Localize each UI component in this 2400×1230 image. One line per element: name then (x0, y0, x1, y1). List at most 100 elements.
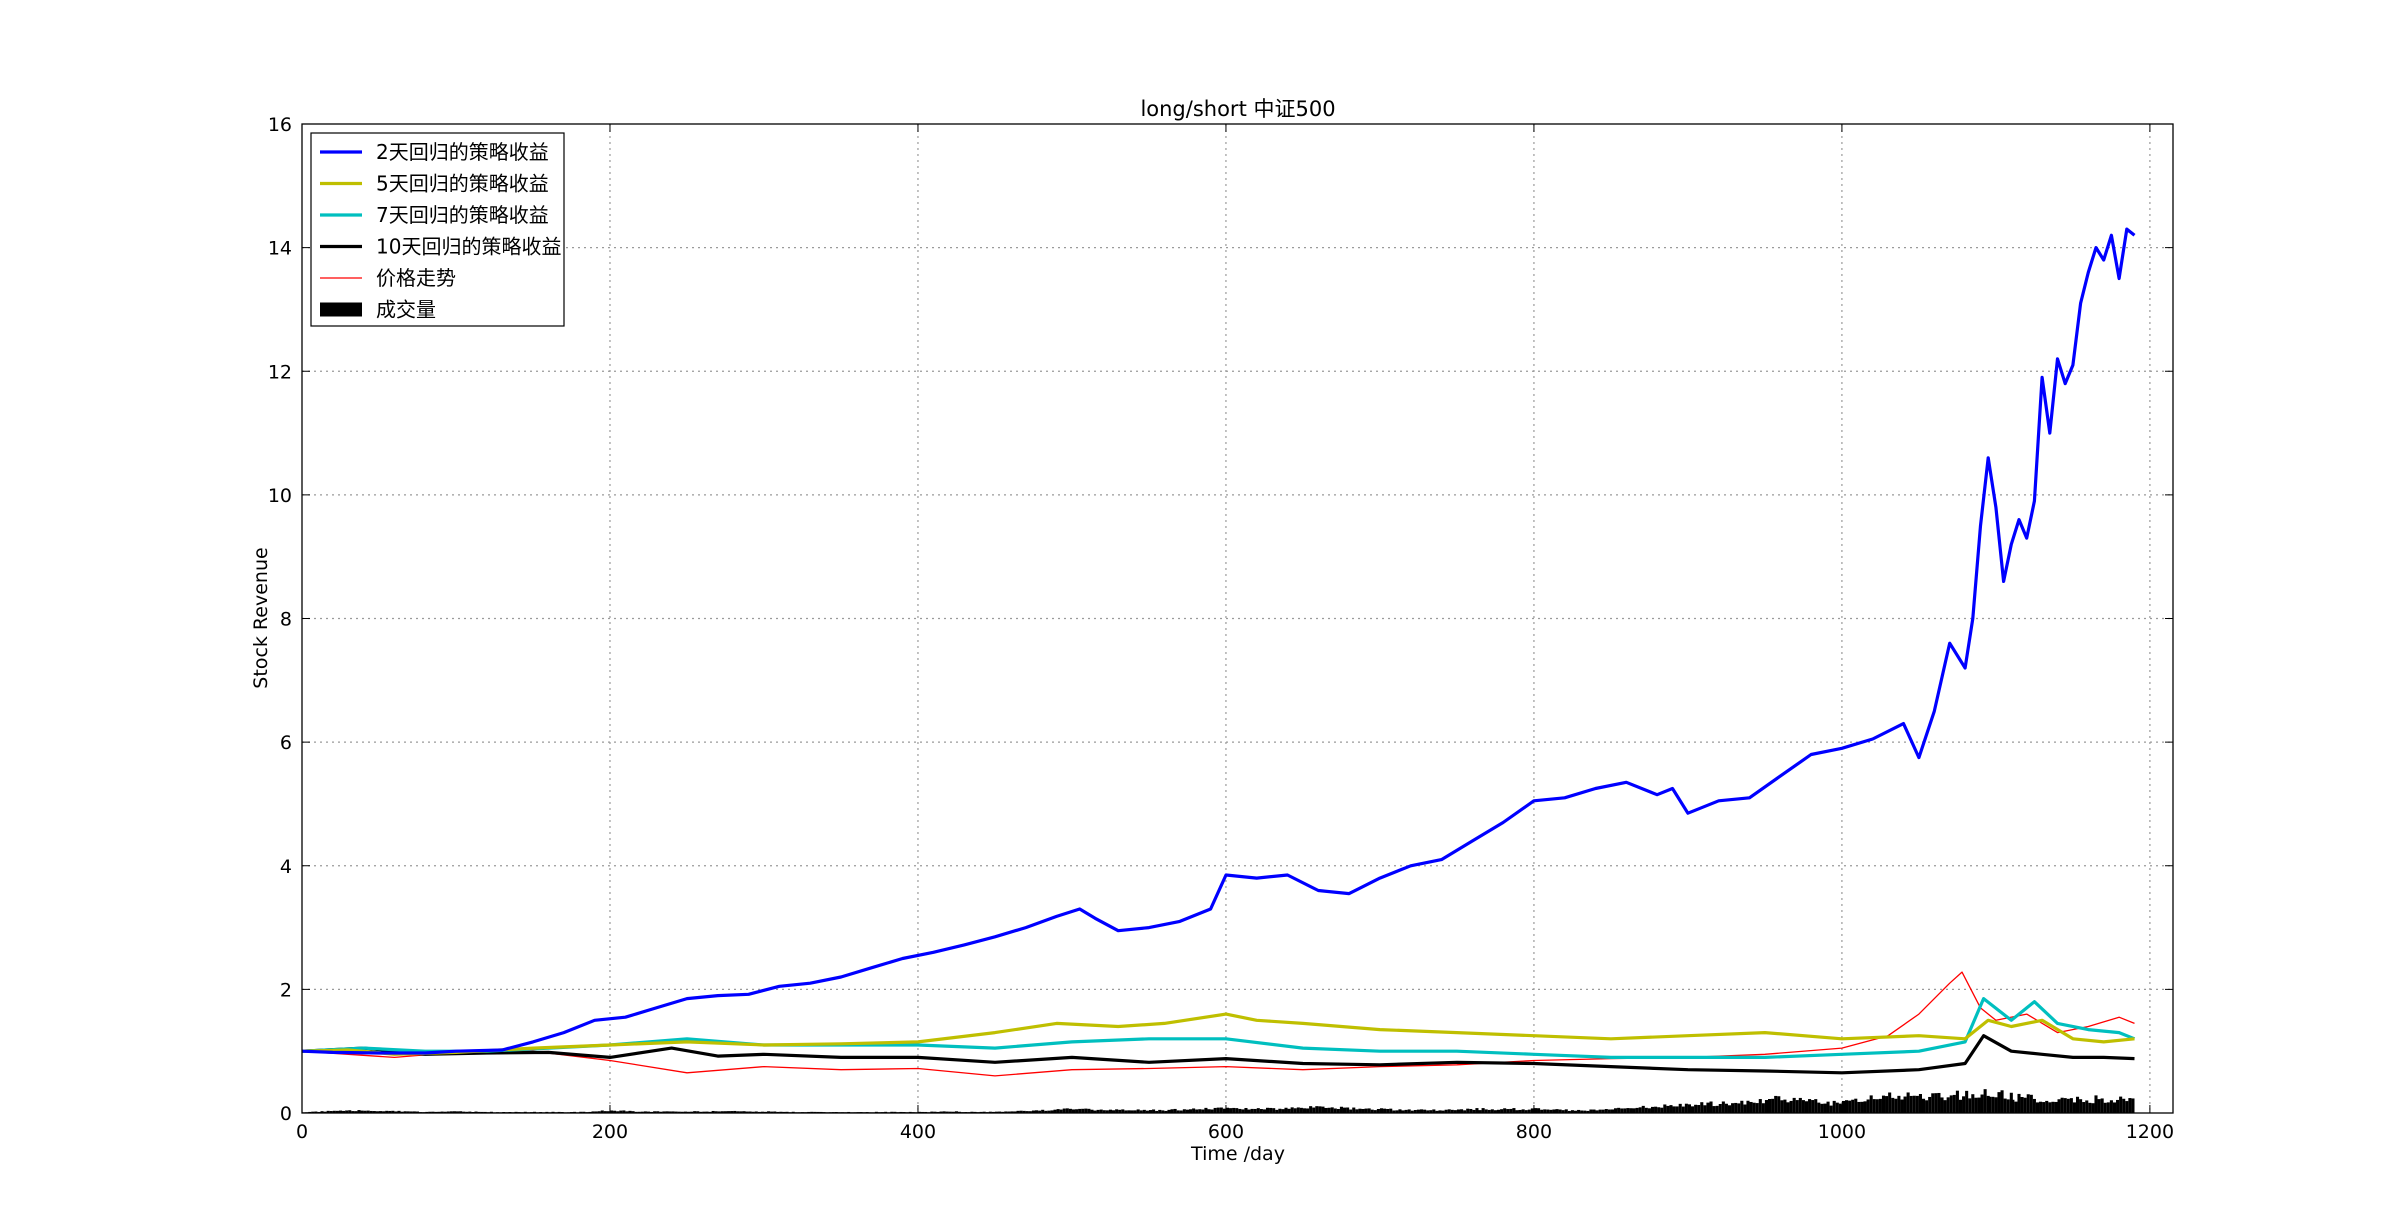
volume-bar (1718, 1104, 1722, 1113)
volume-bar (640, 1111, 644, 1113)
volume-bar (1687, 1104, 1692, 1113)
volume-bar (1118, 1109, 1122, 1113)
volume-bar (360, 1110, 364, 1113)
volume-bar (1721, 1101, 1725, 1113)
legend: 2天回归的策略收益 5天回归的策略收益 7天回归的策略收益 10天回归的策略收益价格走… (310, 132, 565, 327)
volume-bar (2011, 1099, 2015, 1113)
volume-bar (2097, 1099, 2101, 1113)
volume-bar (939, 1111, 943, 1113)
volume-bar (1881, 1095, 1886, 1113)
volume-bar (1691, 1106, 1695, 1113)
volume-bar (1342, 1107, 1347, 1113)
volume-bar (332, 1110, 336, 1113)
x-axis-label: Time /day (1190, 1143, 1285, 1165)
volume-bar (600, 1110, 604, 1113)
volume-bar (1102, 1110, 1106, 1113)
volume-bar (452, 1111, 456, 1113)
volume-bar (1241, 1109, 1245, 1113)
volume-bar (1641, 1105, 1645, 1113)
volume-bar (388, 1110, 392, 1113)
volume-bar (1287, 1108, 1291, 1113)
volume-bar (1838, 1103, 1842, 1113)
volume-bar (1894, 1098, 1898, 1113)
volume-bar (1244, 1107, 1248, 1113)
volume-bar (1136, 1109, 1140, 1113)
volume-bar (1580, 1110, 1584, 1113)
volume-bar (345, 1110, 349, 1113)
volume-bar (1712, 1106, 1716, 1113)
volume-bar (1272, 1108, 1276, 1113)
volume-bar (403, 1111, 407, 1113)
volume-bar (1238, 1108, 1242, 1113)
volume-bar (1367, 1108, 1371, 1113)
volume-bar (1065, 1108, 1069, 1113)
volume-bar (1413, 1109, 1417, 1113)
y-tick-label-0: 0 (280, 1103, 292, 1125)
volume-bar (2116, 1099, 2120, 1113)
volume-bar (2054, 1101, 2058, 1113)
volume-bar (1515, 1110, 1519, 1113)
volume-bar (998, 1111, 1002, 1113)
volume-bar (1974, 1097, 1978, 1113)
volume-bar (609, 1110, 614, 1113)
volume-bar (1207, 1109, 1211, 1113)
volume-bar (1977, 1097, 1981, 1113)
volume-bar (449, 1111, 453, 1113)
volume-bar (1694, 1104, 1698, 1113)
volume-bar (314, 1111, 318, 1113)
volume-bar (1832, 1100, 1836, 1113)
volume-bar (1909, 1095, 1913, 1113)
volume-bar (1804, 1101, 1809, 1113)
volume-bar (2125, 1101, 2129, 1113)
volume-bar (1848, 1100, 1852, 1113)
volume-bar (1533, 1108, 1538, 1113)
volume-bar (594, 1111, 598, 1113)
volume-bar (2042, 1102, 2046, 1113)
volume-bar (1768, 1099, 1772, 1113)
volume-bar (2032, 1098, 2036, 1113)
volume-bar (1570, 1110, 1574, 1113)
volume-bar (1503, 1108, 1507, 1113)
volume-bar (597, 1111, 601, 1113)
volume-bar (2020, 1097, 2024, 1113)
volume-bar (1537, 1108, 1541, 1113)
volume-bar (690, 1111, 694, 1113)
volume-bar (948, 1111, 952, 1113)
series-volume (302, 1089, 2135, 1113)
volume-bar (400, 1111, 404, 1113)
volume-bar (1835, 1102, 1839, 1113)
volume-bar (1152, 1109, 1156, 1113)
volume-bar (1749, 1101, 1753, 1113)
volume-bar (1577, 1109, 1581, 1113)
volume-bar (1620, 1108, 1624, 1113)
volume-bar (1090, 1109, 1094, 1113)
volume-bar (1860, 1101, 1864, 1113)
volume-bar (2100, 1098, 2104, 1113)
volume-bar (342, 1110, 346, 1113)
volume-bar (1269, 1107, 1273, 1113)
volume-bar (2091, 1103, 2095, 1113)
volume-bar (1968, 1098, 1972, 1113)
volume-bar (1361, 1108, 1365, 1113)
volume-bar (1096, 1109, 1100, 1113)
legend-entry-2: 7天回归的策略收益 (376, 203, 549, 227)
volume-bar (1638, 1107, 1642, 1113)
volume-bar (1632, 1108, 1636, 1113)
volume-bar (1755, 1103, 1759, 1113)
volume-bar (1994, 1097, 1998, 1113)
chart-title: long/short 中证500 (1140, 97, 1335, 121)
volume-bar (1798, 1097, 1802, 1113)
volume-bar (1192, 1108, 1196, 1113)
volume-bar (1306, 1108, 1310, 1113)
volume-bar (1053, 1109, 1057, 1113)
volume-bar (1666, 1105, 1670, 1113)
volume-bar (372, 1111, 376, 1113)
volume-bar (1290, 1107, 1294, 1113)
volume-bar (385, 1110, 389, 1113)
volume-bar (1771, 1098, 1775, 1113)
y-tick-label-3: 6 (280, 732, 292, 754)
volume-bar (2085, 1100, 2089, 1113)
volume-bar (1669, 1105, 1673, 1113)
volume-bar (1626, 1108, 1630, 1113)
volume-bar (1703, 1105, 1707, 1113)
